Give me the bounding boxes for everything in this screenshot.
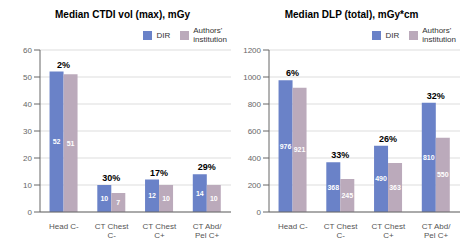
svg-text:CT ChestC-: CT ChestC- — [324, 222, 358, 238]
svg-text:10: 10 — [23, 181, 32, 190]
svg-text:490: 490 — [375, 175, 387, 182]
svg-text:51: 51 — [67, 140, 75, 147]
svg-text:CT ChestC+: CT ChestC+ — [143, 222, 177, 238]
svg-text:363: 363 — [389, 184, 401, 191]
html-text:institution: institution — [193, 35, 227, 44]
svg-text:30: 30 — [23, 127, 32, 136]
svg-text:2%: 2% — [57, 60, 70, 70]
svg-text:52: 52 — [53, 138, 61, 145]
svg-text:CT Abd/Pel C+: CT Abd/Pel C+ — [422, 222, 452, 238]
svg-text:921: 921 — [294, 146, 306, 153]
html-text:DIR: DIR — [156, 30, 171, 40]
svg-text:26%: 26% — [379, 134, 397, 144]
svg-text:600: 600 — [248, 127, 262, 136]
svg-text:0: 0 — [257, 208, 262, 217]
svg-text:12: 12 — [148, 192, 156, 199]
html-text:DIR: DIR — [385, 30, 400, 40]
svg-text:10: 10 — [162, 195, 170, 202]
svg-text:60: 60 — [23, 46, 32, 55]
svg-text:10: 10 — [100, 195, 108, 202]
svg-text:200: 200 — [248, 181, 262, 190]
html-text:institution: institution — [422, 35, 456, 44]
svg-text:368: 368 — [327, 184, 339, 191]
svg-text:1000: 1000 — [243, 73, 261, 82]
svg-text:14: 14 — [196, 190, 204, 197]
html-text:Authors': Authors' — [193, 26, 223, 35]
svg-text:550: 550 — [437, 171, 449, 178]
svg-text:33%: 33% — [331, 150, 349, 160]
svg-text:30%: 30% — [102, 173, 120, 183]
svg-text:Head C-: Head C- — [278, 222, 308, 231]
svg-text:1200: 1200 — [243, 46, 261, 55]
svg-text:CT ChestC-: CT ChestC- — [95, 222, 129, 238]
html-text:Authors': Authors' — [422, 26, 452, 35]
svg-text:CT Abd/Pel C+: CT Abd/Pel C+ — [193, 222, 223, 238]
svg-text:32%: 32% — [427, 91, 445, 101]
svg-text:29%: 29% — [198, 162, 216, 172]
svg-text:0: 0 — [28, 208, 33, 217]
svg-text:400: 400 — [248, 154, 262, 163]
svg-text:CT ChestC+: CT ChestC+ — [372, 222, 406, 238]
html-text:Median CTDI vol (max), mGy: Median CTDI vol (max), mGy — [55, 9, 190, 20]
svg-text:810: 810 — [423, 154, 435, 161]
svg-text:800: 800 — [248, 100, 262, 109]
svg-text:976: 976 — [280, 143, 292, 150]
svg-text:40: 40 — [23, 100, 32, 109]
html-text:Median DLP (total), mGy*cm: Median DLP (total), mGy*cm — [284, 9, 419, 20]
svg-text:17%: 17% — [150, 168, 168, 178]
svg-text:Head C-: Head C- — [49, 222, 79, 231]
svg-text:7: 7 — [116, 199, 120, 206]
svg-text:6%: 6% — [286, 68, 299, 78]
svg-text:50: 50 — [23, 73, 32, 82]
svg-text:20: 20 — [23, 154, 32, 163]
svg-text:245: 245 — [341, 192, 353, 199]
svg-text:10: 10 — [210, 195, 218, 202]
